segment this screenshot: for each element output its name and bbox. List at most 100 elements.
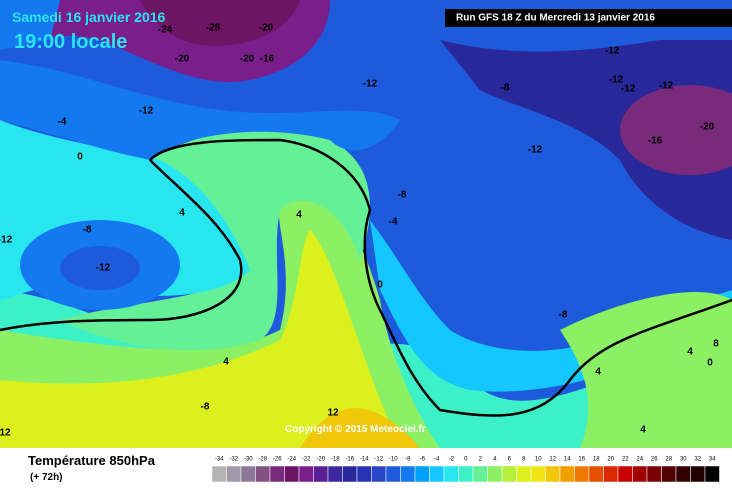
scale-label: -14	[360, 457, 369, 463]
scale-swatch	[371, 465, 387, 483]
scale-label: 20	[607, 457, 614, 463]
contour-label: -8	[501, 83, 510, 94]
scale-swatch	[530, 465, 546, 483]
scale-swatch	[690, 465, 706, 483]
scale-label: 2	[479, 457, 483, 463]
contour-label: 8	[713, 339, 719, 350]
contour-label: 0	[77, 152, 83, 163]
scale-swatch	[342, 465, 358, 483]
scale-swatch	[472, 465, 488, 483]
contour-label: -12	[139, 106, 154, 117]
scale-label: 6	[508, 457, 512, 463]
scale-swatch	[632, 465, 648, 483]
scale-label: 8	[522, 457, 526, 463]
scale-label: 28	[665, 457, 672, 463]
contour-label: -16	[648, 136, 663, 147]
date: Samedi 16 janvier 2016	[12, 9, 166, 25]
contour-label: -8	[201, 402, 210, 413]
contour-label: 4	[179, 208, 185, 219]
contour-label: -24	[158, 25, 173, 36]
run-box	[445, 9, 732, 27]
scale-swatch	[226, 465, 242, 483]
contour-label: 4	[595, 367, 601, 378]
scale-label: -10	[389, 457, 398, 463]
contour-label: -12	[363, 79, 378, 90]
scale-label: 24	[636, 457, 643, 463]
scale-swatch	[574, 465, 590, 483]
scale-label: -18	[331, 457, 340, 463]
scale-label: 30	[680, 457, 687, 463]
scale-swatch	[603, 465, 619, 483]
contour-label: -12	[528, 145, 543, 156]
scale-swatch	[646, 465, 662, 483]
scale-swatch	[356, 465, 372, 483]
run-info: Run GFS 18 Z du Mercredi 13 janvier 2016	[456, 13, 655, 24]
scale-label: 22	[622, 457, 629, 463]
scale-label: -6	[420, 457, 426, 463]
scale-label: -8	[405, 457, 411, 463]
contour-label: -12	[621, 84, 636, 95]
contour-label: 4	[687, 347, 693, 358]
scale-swatch	[255, 465, 271, 483]
contour-label: -20	[175, 54, 190, 65]
legend-title: Température 850hPa	[28, 453, 156, 468]
contour-label: -4	[58, 117, 67, 128]
contour-label: -12	[605, 46, 620, 57]
time: 19:00 locale	[14, 31, 127, 53]
scale-label: 16	[578, 457, 585, 463]
scale-label: 14	[564, 457, 571, 463]
scale-swatch	[211, 465, 227, 483]
contour-labels: -24 -28 -20-20 -20 -16-12-12-12-12-12 -12-8-2…	[0, 23, 719, 439]
scale-label: -2	[449, 457, 455, 463]
scale-label: -4	[434, 457, 440, 463]
contour-label: -20	[700, 122, 715, 133]
scale-label: -26	[273, 457, 282, 463]
scale-label: 32	[694, 457, 701, 463]
scale-swatch	[429, 465, 445, 483]
contour-label: -4	[389, 217, 398, 228]
contour-label: 4	[223, 357, 229, 368]
scale-label: 0	[464, 457, 468, 463]
scale-label: 34	[709, 457, 716, 463]
scale-label: -22	[302, 457, 311, 463]
contour-label: -16	[260, 54, 275, 65]
color-scale: -34 -32 -30 -28 -26 -24 -22 -20 -18 -16 -14 -12 -10-…	[211, 457, 720, 483]
contour-label: -28	[206, 23, 221, 34]
contour-label: 4	[296, 210, 302, 221]
contour-label: 12	[0, 428, 11, 439]
scale-label: -34	[215, 457, 224, 463]
contour-label: -20	[240, 54, 255, 65]
scale-label: 4	[493, 457, 497, 463]
scale-label: -16	[345, 457, 354, 463]
scale-label: 18	[593, 457, 600, 463]
contour-label: -12	[96, 263, 111, 274]
map-field	[0, 0, 732, 448]
scale-swatch	[385, 465, 401, 483]
copyright: Copyright © 2015 Meteociel.fr	[285, 424, 426, 435]
scale-swatch	[240, 465, 256, 483]
contour-label: 0	[707, 358, 713, 369]
contour-label: 0	[377, 280, 383, 291]
scale-swatch	[559, 465, 575, 483]
legend-lead: (+ 72h)	[30, 472, 63, 483]
scale-label: 26	[651, 457, 658, 463]
scale-swatch	[501, 465, 517, 483]
contour-label: -12	[609, 75, 624, 86]
scale-swatch	[284, 465, 300, 483]
scale-swatch	[617, 465, 633, 483]
scale-swatch	[516, 465, 532, 483]
scale-swatch	[443, 465, 459, 483]
scale-swatch	[400, 465, 416, 483]
scale-label: -32	[229, 457, 238, 463]
scale-label: 10	[535, 457, 542, 463]
scale-swatch	[458, 465, 474, 483]
scale-label: -24	[287, 457, 296, 463]
scale-label: -20	[316, 457, 325, 463]
scale-swatch	[313, 465, 329, 483]
scale-swatch	[588, 465, 604, 483]
contour-label: -8	[559, 310, 568, 321]
scale-label: -30	[244, 457, 253, 463]
scale-swatch	[487, 465, 503, 483]
contour-label: -12	[0, 235, 13, 246]
